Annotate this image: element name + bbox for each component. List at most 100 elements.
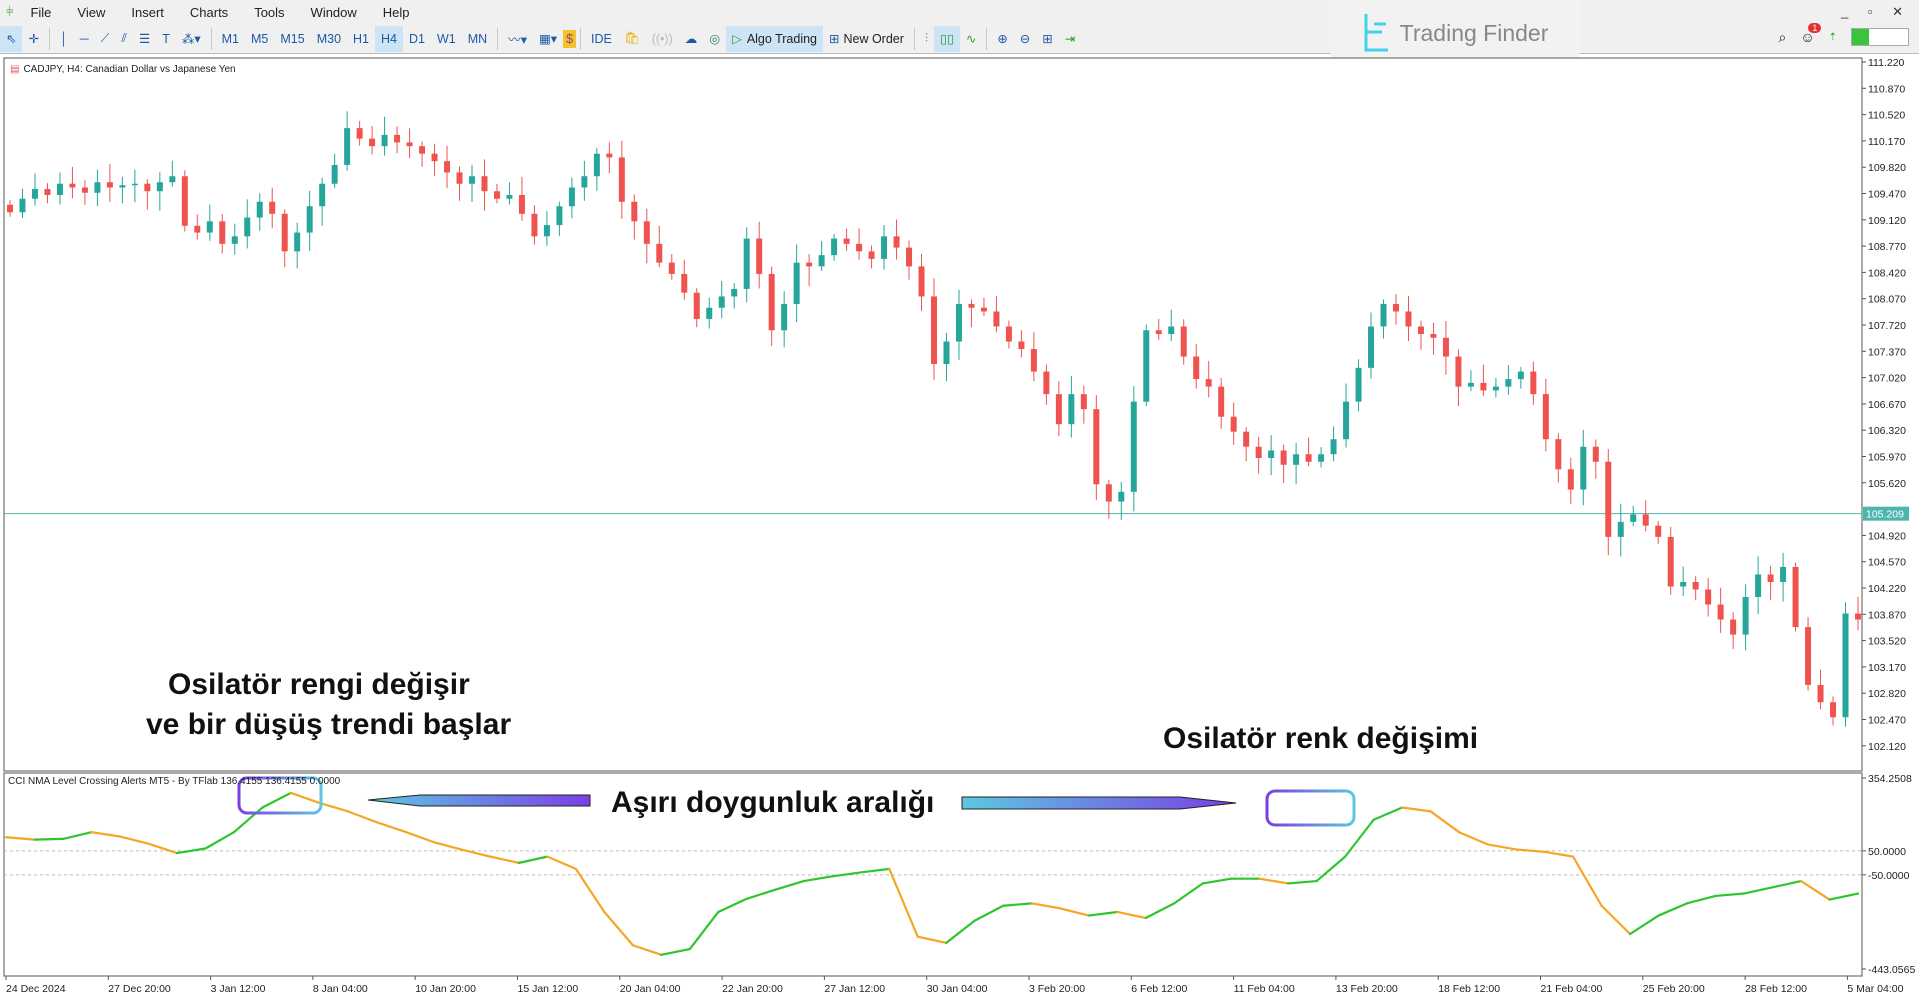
fibonacci-icon[interactable]: ☰ xyxy=(138,32,151,46)
algo-trading-button[interactable]: ▷ Algo Trading xyxy=(726,25,823,52)
oscillator-segment xyxy=(916,935,948,944)
crosshair-icon[interactable]: ✛ xyxy=(28,32,39,46)
shapes-icon[interactable]: ⁂▾ xyxy=(181,32,201,46)
candle-body xyxy=(294,232,301,252)
candle xyxy=(31,173,38,206)
candle xyxy=(1143,324,1150,407)
horizontal-line-icon[interactable]: ─ xyxy=(79,31,89,46)
candle xyxy=(668,254,675,280)
candle-body xyxy=(1855,613,1861,620)
oscillator-segment xyxy=(1116,910,1147,920)
candle xyxy=(1405,296,1412,342)
channel-icon[interactable]: ⫽ xyxy=(121,31,127,45)
candle-body xyxy=(1542,394,1549,440)
play-icon: ▷ xyxy=(732,32,742,46)
autoscroll-icon[interactable]: ⇥ xyxy=(1064,32,1076,46)
candle xyxy=(1767,565,1774,601)
current-price-label: 105.209 xyxy=(1866,509,1904,521)
time-label: 8 Jan 04:00 xyxy=(313,983,368,995)
candle-body xyxy=(493,191,500,199)
candle-body xyxy=(1767,574,1774,582)
candle-body xyxy=(1455,356,1462,387)
oscillator-segment xyxy=(1002,902,1033,907)
candle xyxy=(1617,503,1624,557)
candle xyxy=(1480,364,1487,397)
osc-tick-label: -50.0000 xyxy=(1868,870,1910,882)
oscillator-segment xyxy=(1201,877,1233,885)
candle xyxy=(1368,312,1375,379)
timeframe-mn[interactable]: MN xyxy=(467,31,488,46)
chart-canvas[interactable]: 111.220 110.870 110.520 110.170 109.820 109.4… xyxy=(0,56,1919,996)
time-label: 3 Feb 20:00 xyxy=(1029,983,1085,995)
timeframe-m30[interactable]: M30 xyxy=(316,31,342,46)
timeframe-h4[interactable]: H4 xyxy=(375,25,403,52)
candle-body xyxy=(1617,521,1624,537)
candle-body xyxy=(531,213,538,237)
bar-chart-icon[interactable]: ⫶ xyxy=(924,31,929,45)
signals-icon[interactable]: $ xyxy=(563,29,577,48)
candle-body xyxy=(1180,326,1187,357)
zoom-in-icon[interactable]: ⊕ xyxy=(997,32,1008,46)
candle-body xyxy=(56,183,63,196)
menu-view[interactable]: View xyxy=(77,4,106,20)
lvl-icon[interactable]: ⇡ xyxy=(1828,31,1837,43)
timeframe-m1[interactable]: M1 xyxy=(221,31,239,46)
timeframe-d1[interactable]: D1 xyxy=(409,31,425,46)
candle xyxy=(394,126,401,154)
vertical-line-icon[interactable]: │ xyxy=(59,31,68,46)
menu-window[interactable]: Window xyxy=(310,4,357,20)
chart-type-icon[interactable]: 〰▾ xyxy=(508,33,527,47)
candle-body xyxy=(1230,416,1237,432)
timeframe-m5[interactable]: M5 xyxy=(251,31,269,46)
candle-body xyxy=(1517,371,1524,380)
search-icon[interactable]: ⌕ xyxy=(1778,28,1787,45)
candle xyxy=(1018,330,1025,358)
menu-help[interactable]: Help xyxy=(382,4,410,20)
candle-body xyxy=(818,255,825,267)
candle xyxy=(856,228,863,260)
menu-tools[interactable]: Tools xyxy=(254,4,285,20)
candle-body xyxy=(94,182,101,193)
ide-button[interactable]: IDE xyxy=(591,31,612,46)
trendline-icon[interactable]: ⟋ xyxy=(100,31,110,45)
new-order-button[interactable]: ⊞ New Order xyxy=(829,31,904,47)
candle-body xyxy=(1130,401,1137,492)
timeframe-w1[interactable]: W1 xyxy=(436,31,456,46)
candle-body xyxy=(606,153,613,158)
candle xyxy=(119,176,126,204)
signal-icon[interactable]: ((•)) xyxy=(651,31,673,46)
line-chart-icon[interactable]: ∿ xyxy=(965,32,977,46)
market-icon[interactable]: 🛍 xyxy=(623,31,640,45)
cursor-icon[interactable]: ⇖ xyxy=(0,25,23,52)
candlestick-icon[interactable]: ▯▯ xyxy=(934,25,960,52)
oscillator-segment xyxy=(1714,892,1746,898)
text-icon[interactable]: T xyxy=(162,31,170,46)
timeframe-m15[interactable]: M15 xyxy=(280,31,305,46)
window-controls[interactable]: _ ▫ ✕ xyxy=(1841,4,1911,19)
current-price-tag xyxy=(1863,506,1909,521)
menu-insert[interactable]: Insert xyxy=(131,4,164,20)
candle-body xyxy=(768,273,775,331)
candle xyxy=(968,299,975,328)
account-icon[interactable]: ☺ 1 xyxy=(1800,23,1822,45)
candle xyxy=(731,283,738,309)
zoom-out-icon[interactable]: ⊖ xyxy=(1019,32,1031,46)
tile-windows-icon[interactable]: ⊞ xyxy=(1042,32,1053,46)
candle xyxy=(643,208,650,264)
candle xyxy=(1667,526,1674,595)
menu-file[interactable]: File xyxy=(30,4,52,20)
candle xyxy=(344,111,351,171)
candle-body xyxy=(231,236,238,244)
candle-body xyxy=(593,153,600,177)
network-icon[interactable]: ◎ xyxy=(709,32,721,46)
candle xyxy=(1030,332,1037,382)
price-tick-label: 109.470 xyxy=(1868,189,1906,201)
candle-body xyxy=(793,262,800,304)
timeframe-h1[interactable]: H1 xyxy=(353,31,370,46)
vps-icon[interactable]: ☁ xyxy=(684,32,698,46)
time-label: 24 Dec 2024 xyxy=(6,983,66,995)
candle xyxy=(493,184,500,204)
indicators-icon[interactable]: ▦▾ xyxy=(538,32,558,46)
menu-charts[interactable]: Charts xyxy=(189,4,229,20)
oscillator-segment xyxy=(1685,894,1717,905)
